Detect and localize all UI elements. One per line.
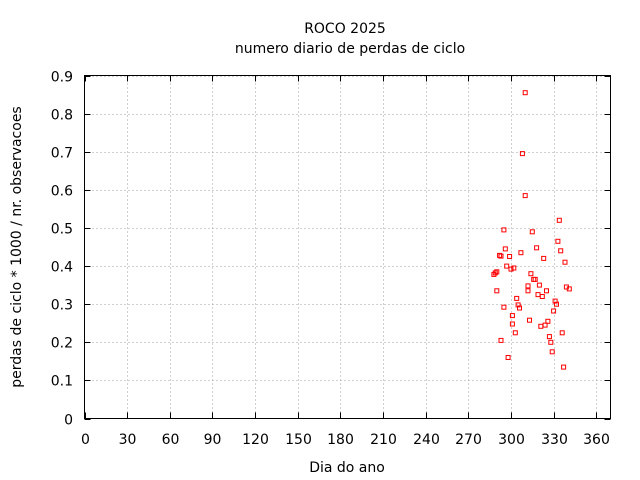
data-point [561,364,567,370]
y-tick-label: 0.4 [51,260,73,276]
data-point [542,322,548,328]
data-point [517,305,522,311]
data-point [528,271,534,277]
data-point [566,286,572,292]
x-tick-label: 150 [285,432,312,448]
data-point [498,337,504,343]
data-point [518,250,524,256]
data-point [497,252,503,258]
data-point [502,246,508,252]
x-axis-label: Dia do ano [309,460,385,476]
data-point [527,317,532,323]
x-tick-label: 210 [370,432,397,448]
data-point [525,283,531,289]
data-point [511,265,517,271]
axis-ticks [84,75,611,420]
data-point [538,323,544,329]
y-tick-label: 0.3 [51,298,73,314]
data-point [558,248,564,254]
data-point [514,295,520,301]
data-point [501,227,507,233]
x-tick-labels: 0 30 60 90 120 150 180 210 240 270 300 330 360 [81,432,610,448]
y-tick-label: 0.6 [51,184,73,200]
data-point [562,259,568,265]
data-point [519,151,525,157]
y-tick-label: 0.8 [51,108,73,124]
data-point [529,229,535,235]
data-point [546,334,552,340]
data-point [548,339,554,345]
data-point [515,302,521,308]
data-point [534,245,540,251]
data-point [498,253,504,259]
data-point [555,238,561,244]
data-point [532,276,538,282]
data-point [536,282,542,288]
x-tick-label: 300 [498,432,525,448]
data-point [522,90,528,96]
data-point [494,269,500,275]
data-point [556,217,562,223]
data-point [509,313,515,319]
y-tick-label: 0.1 [51,374,73,390]
y-axis-label: perdas de ciclo * 1000 / nr. observacoes [9,106,25,387]
y-tick-label: 0.9 [51,70,73,86]
data-point [501,304,507,310]
chart-subtitle: numero diario de perdas de ciclo [235,41,465,57]
data-point [535,292,541,298]
x-tick-label: 330 [541,432,568,448]
data-point [549,349,555,355]
data-point [494,288,500,294]
y-tick-label: 0 [64,413,73,429]
x-tick-label: 60 [162,432,180,448]
data-point [504,263,510,269]
data-point [522,193,528,199]
data-point [505,355,511,360]
data-point [544,288,549,294]
data-point [508,266,514,272]
x-tick-label: 0 [81,432,90,448]
data-point [554,301,559,307]
y-tick-labels: 0 0.1 0.2 0.3 0.4 0.5 0.6 0.7 0.8 0.9 [51,70,73,429]
data-point [507,254,513,259]
data-point [541,255,547,261]
data-point [539,294,545,299]
x-tick-label: 270 [455,432,482,448]
data-point [552,298,558,304]
data-point [551,308,557,314]
plot-frame [84,75,611,419]
x-tick-label: 360 [583,432,610,448]
y-tick-label: 0.2 [51,336,73,352]
x-tick-label: 120 [242,432,269,448]
data-point [559,330,565,336]
data-point [509,321,515,327]
y-tick-label: 0.5 [51,222,73,238]
chart-title: ROCO 2025 [304,21,386,37]
data-points [491,90,572,370]
data-point [525,288,531,294]
data-point [545,318,551,324]
data-point [512,330,518,336]
x-tick-label: 180 [327,432,354,448]
x-tick-label: 30 [119,432,137,448]
x-tick-label: 240 [413,432,440,448]
y-tick-label: 0.7 [51,146,73,162]
x-tick-label: 90 [204,432,222,448]
grid [84,75,611,419]
